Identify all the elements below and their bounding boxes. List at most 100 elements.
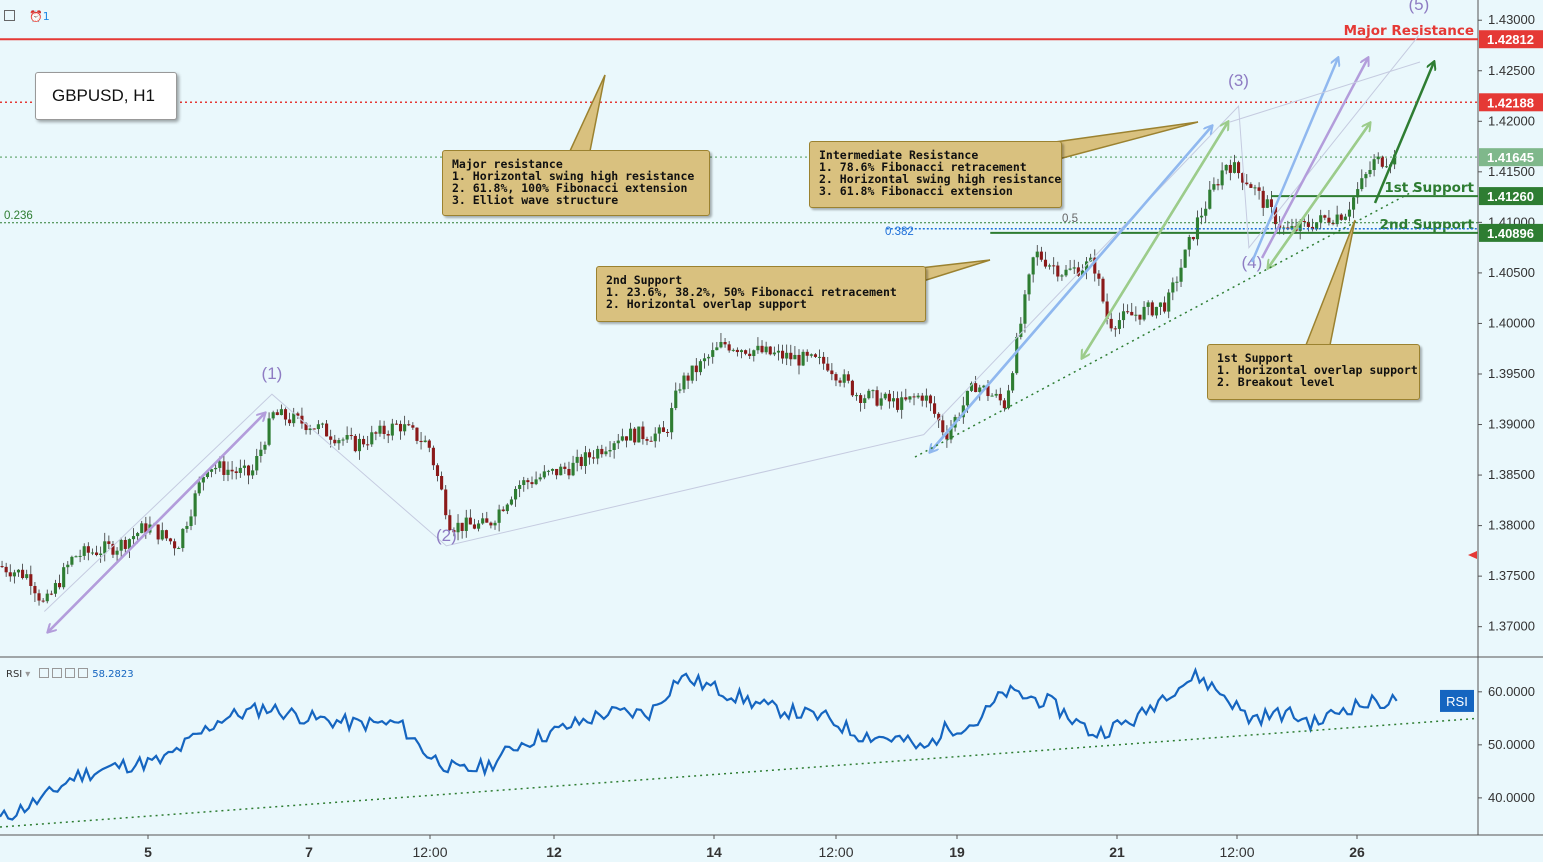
candle-body [1245, 182, 1249, 185]
note-major-resistance[interactable]: Major resistance 1. Horizontal swing hig… [442, 150, 710, 216]
note-intermediate-resistance[interactable]: Intermediate Resistance 1. 78.6% Fibonac… [809, 141, 1062, 208]
note-first-support[interactable]: 1st Support 1. Horizontal overlap suppor… [1207, 344, 1420, 400]
wave-zigzag [43, 35, 1420, 612]
candle-body [1323, 215, 1327, 218]
price-tick-label: 1.39000 [1488, 417, 1535, 432]
candle-body [90, 552, 94, 554]
candle-body [550, 468, 555, 471]
candle-body [16, 569, 21, 573]
candle-body [1158, 302, 1163, 307]
candle-body [193, 493, 197, 517]
candle-body [1146, 302, 1150, 307]
candle-body [407, 424, 411, 426]
candle-body [1011, 373, 1015, 391]
price-tick-label: 1.41500 [1488, 164, 1535, 179]
plus-icon[interactable] [65, 668, 76, 678]
rsi-name: RSI [6, 669, 23, 680]
time-tick-label: 14 [706, 844, 722, 860]
candle-body [493, 522, 497, 526]
candle-body [928, 395, 933, 404]
time-tick-label: 12:00 [1219, 844, 1254, 860]
candle-body [1043, 259, 1048, 267]
candle-body [1084, 261, 1089, 271]
wave-label: (2) [436, 526, 457, 545]
candle-body [37, 593, 41, 601]
candle-body [119, 539, 123, 551]
candle-body [201, 477, 205, 483]
candle-body [1384, 166, 1389, 168]
candle-body [357, 438, 362, 452]
candle-body [567, 468, 571, 476]
close-icon[interactable] [78, 668, 89, 678]
candle-body [320, 423, 325, 425]
candle-body [912, 396, 916, 398]
time-tick-label: 26 [1349, 844, 1365, 860]
candle-body [1376, 156, 1380, 160]
candle-body [1269, 199, 1273, 207]
candle-body [1273, 206, 1278, 225]
time-tick-label: 12:00 [412, 844, 447, 860]
candle-body [444, 489, 448, 516]
candle-body [341, 439, 345, 441]
candle-body [1068, 268, 1072, 270]
candle-body [1134, 314, 1138, 316]
price-axis-area [1478, 0, 1543, 862]
time-tick-label: 5 [144, 844, 152, 860]
candle-body [394, 423, 398, 425]
candle-body [1257, 187, 1261, 191]
candle-body [111, 543, 115, 555]
candle-body [1163, 302, 1167, 312]
candle-body [70, 556, 74, 565]
price-tick-label: 1.37000 [1488, 619, 1535, 634]
alarm-icon[interactable]: ⏰ [29, 10, 43, 23]
candle-body [698, 361, 702, 373]
candle-body [485, 518, 489, 523]
candle-body [131, 536, 136, 540]
note-second-support[interactable]: 2nd Support 1. 23.6%, 38.2%, 50% Fibonac… [596, 266, 926, 322]
candle-body [674, 390, 678, 409]
candle-body [838, 380, 842, 383]
candle-body [1339, 214, 1343, 220]
candle-body [949, 427, 953, 440]
candle-body [218, 461, 222, 468]
candle-body [707, 356, 711, 359]
candle-body [776, 350, 781, 353]
candle-body [1056, 265, 1060, 277]
level-price-tag [1479, 30, 1543, 49]
candle-body [1232, 162, 1237, 173]
candle-body [1347, 209, 1352, 217]
candle-body [1216, 184, 1220, 186]
collapse-icon[interactable] [4, 10, 15, 21]
candle-body [629, 428, 633, 441]
candle-body [739, 350, 744, 353]
level-price-tag [1479, 93, 1543, 112]
level-price-label: 1.42188 [1487, 95, 1534, 110]
price-tick-label: 1.42000 [1488, 113, 1535, 128]
candle-body [21, 569, 25, 579]
candle-body [1121, 311, 1126, 321]
eye-icon[interactable] [39, 668, 50, 678]
candle-body [686, 375, 690, 381]
candle-body [292, 413, 296, 424]
candle-body [822, 356, 826, 364]
candle-body [1368, 169, 1372, 175]
wave-label: (3) [1228, 71, 1249, 90]
candle-body [542, 471, 546, 478]
level-price-tag [1479, 148, 1543, 167]
candle-body [850, 380, 854, 396]
candle-body [1019, 323, 1023, 337]
candle-body [657, 427, 661, 434]
candle-body [891, 398, 896, 402]
settings-icon[interactable] [52, 668, 63, 678]
candle-body [1179, 267, 1183, 282]
candle-body [505, 504, 509, 512]
rsi-menu-icon[interactable]: ▾ [25, 669, 31, 680]
candle-body [242, 465, 246, 468]
candle-body [1006, 390, 1011, 409]
candle-body [941, 420, 945, 433]
candle-body [596, 448, 600, 459]
candle-body [801, 351, 805, 366]
candle-body [1035, 251, 1039, 258]
candle-body [140, 523, 144, 534]
